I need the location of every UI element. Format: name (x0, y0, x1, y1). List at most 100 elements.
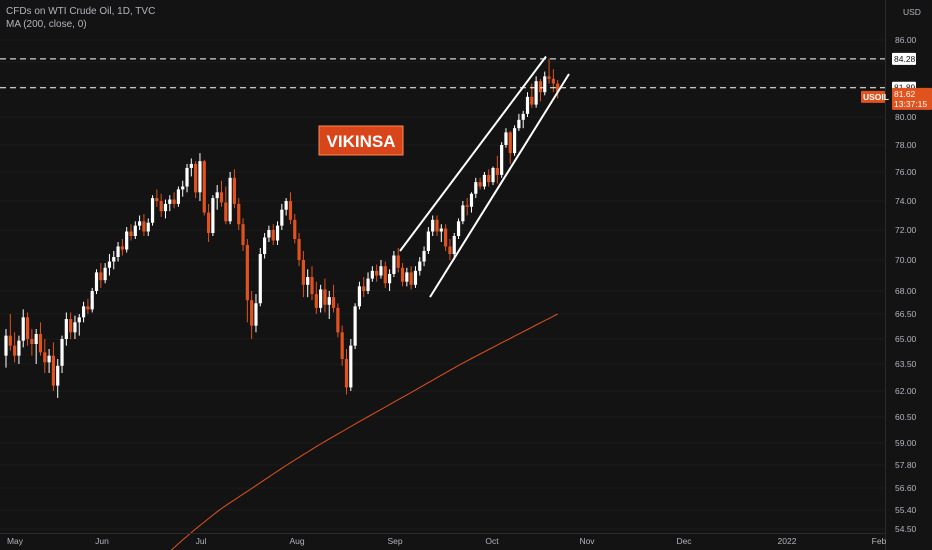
candle (500, 142, 504, 178)
candle (301, 251, 305, 298)
candle (215, 185, 219, 210)
candle (271, 224, 275, 245)
candle (25, 312, 30, 346)
candle (86, 298, 90, 314)
candle (482, 172, 487, 190)
candle (478, 177, 482, 190)
candle (155, 189, 159, 207)
candle (383, 261, 387, 288)
candle (409, 266, 413, 290)
candle (448, 239, 452, 260)
svg-text:84.28: 84.28 (894, 54, 916, 64)
candle (517, 113, 521, 131)
candle (172, 192, 176, 209)
candle (73, 315, 77, 339)
candle (90, 287, 94, 313)
candle (474, 177, 478, 199)
candle (508, 131, 512, 164)
svg-text:USOIL: USOIL (863, 92, 889, 102)
time-tick-label: Jul (196, 536, 207, 546)
candle (284, 198, 288, 216)
candle (487, 169, 491, 187)
candle (142, 214, 146, 236)
time-tick-label: Aug (289, 536, 304, 546)
channel-lower-line (429, 73, 570, 298)
last-price-label: 81.62 (894, 89, 916, 99)
candle (21, 309, 25, 348)
candle (525, 92, 530, 117)
candle (418, 257, 422, 276)
candle (241, 218, 245, 251)
candle (353, 303, 357, 349)
candle (323, 278, 327, 313)
price-tick-label: 54.50 (895, 524, 917, 534)
candle (413, 266, 418, 288)
watermark: VIKINSA (318, 125, 404, 156)
candle (198, 153, 202, 201)
candle (349, 339, 353, 391)
candle (392, 251, 396, 278)
legend-title[interactable]: CFDs on WTI Crude Oil, 1D, TVC (6, 6, 156, 17)
time-tick-label: 2022 (778, 536, 797, 546)
price-tick-label: 65.00 (895, 334, 917, 344)
price-tick-label: 62.00 (895, 386, 917, 396)
candle (4, 329, 8, 368)
candle (138, 215, 142, 230)
candle (77, 314, 81, 336)
candle (426, 227, 430, 254)
legend: CFDs on WTI Crude Oil, 1D, TVC MA (200, … (6, 5, 155, 31)
channel-upper-line (399, 55, 547, 252)
candle (237, 198, 241, 230)
time-axis[interactable]: May Jun Jul Aug Sep Oct Nov Dec 2022 Feb (0, 533, 887, 547)
candle (146, 218, 150, 236)
candle (56, 359, 60, 398)
candle (556, 80, 560, 99)
price-tick-label: 57.80 (895, 460, 917, 470)
candle (219, 180, 224, 207)
candle (30, 329, 34, 356)
candle (116, 242, 120, 262)
countdown-label: 13:37:15 (894, 99, 927, 109)
candle (133, 221, 137, 239)
candle (250, 291, 254, 339)
candle (293, 214, 297, 244)
price-tick-label: 63.50 (895, 359, 917, 369)
candle (435, 215, 439, 236)
candle (336, 303, 340, 338)
candle (254, 294, 258, 333)
candle (495, 155, 499, 184)
candle (551, 69, 555, 93)
candle (107, 254, 112, 276)
candle (13, 332, 17, 363)
time-tick-label: Sep (387, 536, 402, 546)
candle (103, 263, 107, 284)
candle (163, 199, 168, 219)
currency-label: USD (903, 7, 921, 17)
candle (439, 224, 443, 242)
candle (357, 281, 362, 310)
candle (306, 269, 310, 298)
candle (112, 251, 116, 270)
price-tick-label: 70.00 (895, 255, 917, 265)
svg-text:81.89: 81.89 (894, 83, 916, 93)
watermark-box (318, 125, 404, 156)
candle (34, 329, 38, 364)
time-tick-label: Feb (872, 536, 887, 546)
candle (8, 314, 12, 351)
price-tick-label: 74.00 (895, 196, 917, 206)
candle (245, 239, 249, 323)
candle (120, 239, 124, 256)
candle (185, 163, 189, 193)
candle (314, 281, 318, 314)
time-tick-label: Jun (95, 536, 109, 546)
price-tick-label: 66.50 (895, 309, 917, 319)
candle (81, 301, 86, 323)
candle (405, 267, 409, 287)
candles (4, 58, 560, 398)
legend-indicator[interactable]: MA (200, close, 0) (6, 19, 87, 30)
ma-200-line (170, 313, 558, 550)
candle (538, 78, 543, 102)
price-tick-label: 78.00 (895, 140, 917, 150)
candle (51, 342, 56, 391)
